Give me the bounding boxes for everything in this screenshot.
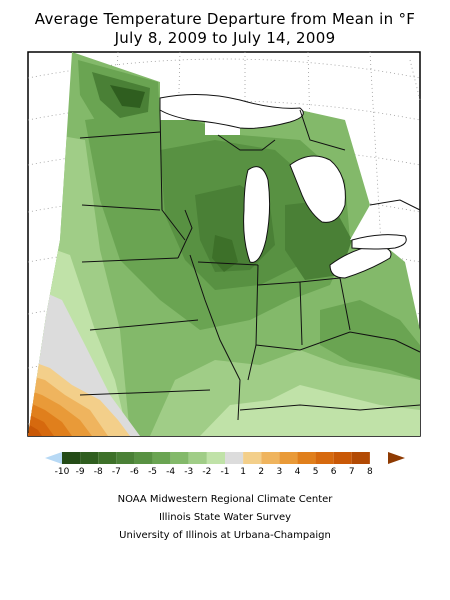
legend-swatch <box>279 452 298 464</box>
legend-swatch <box>225 452 244 464</box>
legend-swatch <box>98 452 117 464</box>
legend-swatch <box>333 452 352 464</box>
legend-tick-label: 3 <box>276 467 282 477</box>
legend-tick-label: 4 <box>295 467 301 477</box>
legend-tick-label: -6 <box>130 467 139 477</box>
legend-tick-label: 2 <box>258 467 264 477</box>
legend-swatch <box>297 452 316 464</box>
legend-arrow-warm <box>388 452 405 464</box>
state-borders <box>79 109 421 421</box>
legend-tick-label: -9 <box>76 467 85 477</box>
map-date-range: July 8, 2009 to July 14, 2009 <box>114 29 336 47</box>
legend-tick-label: -2 <box>202 467 211 477</box>
legend-tick-label: -10 <box>55 467 70 477</box>
legend-tick-label: 1 <box>240 467 246 477</box>
legend-tick-label: -4 <box>166 467 175 477</box>
legend-tick-label: -5 <box>148 467 157 477</box>
legend-swatch <box>188 452 207 464</box>
legend-colorbar: -10 -9 -8 -7 -6 -5 -4 -3 -2 -1 1 2 3 4 5 6 7 8 <box>45 452 405 477</box>
credit-uiuc: University of Illinois at Urbana-Champai… <box>119 530 331 541</box>
legend-tick-label: -1 <box>221 467 230 477</box>
legend-swatch <box>315 452 334 464</box>
legend-swatch <box>80 452 99 464</box>
legend-tick-label: 5 <box>313 467 319 477</box>
map-title: Average Temperature Departure from Mean … <box>34 10 416 28</box>
great-lakes <box>159 93 407 279</box>
legend-tick-label: -7 <box>112 467 121 477</box>
legend-arrow-cold <box>45 452 62 464</box>
credit-isws: Illinois State Water Survey <box>158 512 292 523</box>
legend-tick-label: 7 <box>349 467 355 477</box>
legend-swatch <box>170 452 189 464</box>
legend-tick-label: 8 <box>367 467 373 477</box>
legend-tick-label: -3 <box>184 467 193 477</box>
legend-swatch <box>261 452 280 464</box>
credit-noaa: NOAA Midwestern Regional Climate Center <box>117 494 333 505</box>
legend-swatch <box>116 452 135 464</box>
legend-tick-label: 6 <box>331 467 337 477</box>
legend-swatch <box>351 452 370 464</box>
legend-tick-label: -8 <box>94 467 103 477</box>
legend-swatch <box>62 452 81 464</box>
legend-swatch <box>206 452 225 464</box>
legend-swatch <box>243 452 262 464</box>
legend-swatch <box>134 452 153 464</box>
legend-swatch <box>152 452 171 464</box>
